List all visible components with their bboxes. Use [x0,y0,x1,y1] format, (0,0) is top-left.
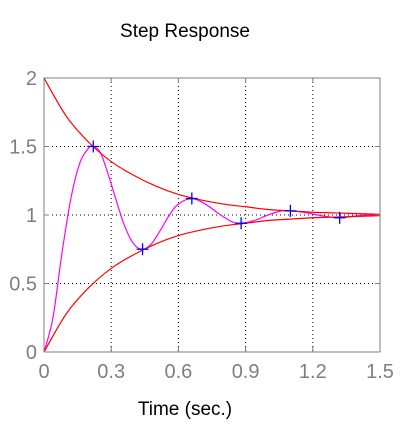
y-tick-label: 0.5 [9,274,37,296]
marker-layer [87,140,346,256]
peak-marker [235,217,248,230]
y-tick-label: 2 [26,68,37,90]
chart-title: Step Response [120,21,250,42]
x-tick-label: 0.9 [232,361,260,383]
peak-marker [87,140,100,153]
y-tick-label: 1 [26,205,37,227]
x-tick-label: 0.3 [97,361,125,383]
peak-marker [136,243,149,256]
upper-envelope-line [43,77,381,215]
x-tick-labels: 0 0.3 0.6 0.9 1.2 1.5 [38,361,393,383]
y-tick-label: 0 [26,342,37,364]
lower-envelope-line [43,215,381,353]
peak-marker [185,192,198,205]
tick-layer [43,77,381,353]
x-axis-label: Time (sec.) [138,399,232,420]
x-tick-label: 0.6 [164,361,192,383]
peak-marker [333,211,346,224]
y-tick-label: 1.5 [9,137,37,159]
peak-marker [284,204,297,217]
x-tick-label: 1.5 [366,361,394,383]
x-tick-label: 1.2 [299,361,327,383]
y-tick-labels: 0 0.5 1 1.5 2 [9,68,37,364]
x-tick-label: 0 [38,361,49,383]
